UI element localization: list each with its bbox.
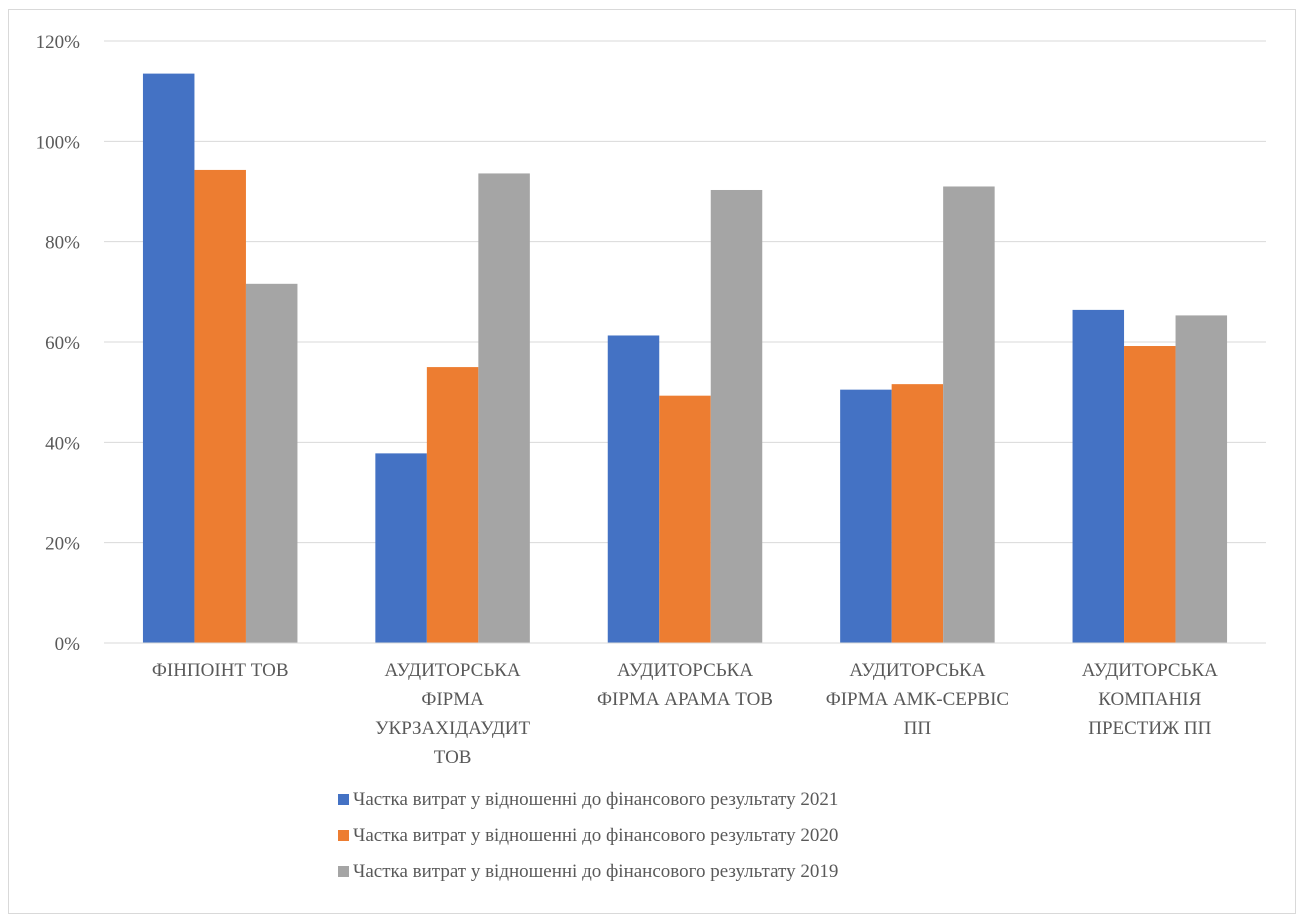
bar — [375, 453, 427, 643]
bar — [426, 367, 479, 643]
y-tick-label: 120% — [36, 32, 81, 53]
bar — [478, 173, 530, 643]
legend-label: Частка витрат у відношенні до фінансовог… — [353, 861, 838, 882]
y-tick-label: 100% — [36, 132, 81, 153]
bar — [710, 189, 763, 643]
legend-swatch — [338, 866, 349, 877]
legend-label: Частка витрат у відношенні до фінансовог… — [353, 789, 838, 810]
bar — [943, 186, 995, 643]
y-tick-label: 60% — [45, 333, 80, 354]
legend-swatch — [338, 830, 349, 841]
bar — [607, 335, 660, 643]
legend-label: Частка витрат у відношенні до фінансовог… — [353, 825, 838, 846]
category-label: ФІНПОІНТ ТОВ — [152, 660, 289, 681]
y-axis-ticks: 0% 20% 40% 60% 80% 100% 120% — [36, 32, 81, 655]
bar — [245, 283, 298, 643]
category-labels: ФІНПОІНТ ТОВ АУДИТОРСЬКА ФІРМА УКРЗАХІДАУДИ… — [152, 660, 1218, 768]
y-tick-label: 80% — [45, 233, 80, 254]
category-label: АУДИТОРСЬКА ФІРМА УКРЗАХІДАУДИТ ТОВ — [375, 660, 530, 768]
bars — [142, 73, 1228, 643]
category-label: АУДИТОРСЬКА КОМПАНІЯ ПРЕСТИЖ ПП — [1082, 660, 1218, 739]
bar — [142, 73, 195, 643]
bar — [1175, 315, 1228, 643]
y-tick-label: 20% — [45, 534, 80, 555]
gridlines — [104, 40, 1266, 544]
bar — [659, 395, 711, 643]
y-tick-label: 0% — [55, 634, 81, 655]
bar — [1072, 309, 1125, 643]
bar — [840, 389, 892, 643]
bar — [194, 169, 246, 643]
category-label: АУДИТОРСЬКА ФІРМА АМК-СЕРВІС ПП — [826, 660, 1009, 739]
legend: Частка витрат у відношенні до фінансовог… — [338, 789, 838, 882]
legend-swatch — [338, 794, 349, 805]
bar — [1124, 346, 1176, 643]
category-label: АУДИТОРСЬКА ФІРМА АРАМА ТОВ — [597, 660, 773, 710]
bar — [891, 384, 944, 643]
y-tick-label: 40% — [45, 433, 80, 454]
